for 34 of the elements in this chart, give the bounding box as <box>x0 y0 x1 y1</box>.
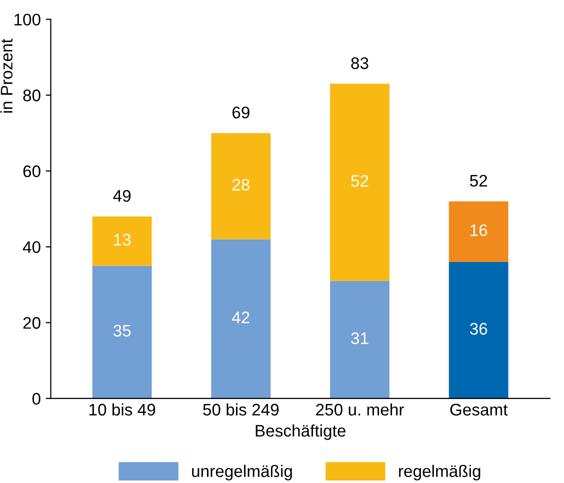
x-axis-title: Beschäftigte <box>256 424 346 440</box>
bar <box>448 201 508 262</box>
data-label: 36 <box>470 322 488 335</box>
data-label: 42 <box>232 312 250 324</box>
y-axis-title: in Prozent <box>0 38 13 113</box>
total-label: 83 <box>351 57 368 70</box>
y-tick-label: 80 <box>23 90 40 102</box>
bar <box>92 216 152 266</box>
x-tick-label: 50 bis 249 <box>203 403 279 416</box>
x-tick-label: Gesamt <box>450 404 508 416</box>
y-tick-label: 40 <box>22 241 40 254</box>
legend-label: unregelmäßig <box>192 464 292 480</box>
bar <box>330 280 390 398</box>
y-tick-label: 60 <box>23 165 40 178</box>
legend-label: regelmäßig <box>399 464 480 480</box>
x-tick-label: 250 u. mehr <box>316 403 404 416</box>
y-tick-label: 100 <box>14 14 40 26</box>
y-tick-label: 20 <box>23 317 40 329</box>
total-label: 52 <box>470 174 488 187</box>
total-label: 49 <box>113 190 131 202</box>
bar <box>330 84 390 281</box>
data-label: 52 <box>351 175 368 187</box>
bar <box>448 262 508 398</box>
data-label: 16 <box>470 224 488 236</box>
bar <box>211 239 271 398</box>
total-label: 69 <box>232 106 250 118</box>
bar <box>92 266 152 398</box>
data-label: 28 <box>232 178 250 191</box>
y-tick-label: 0 <box>32 392 40 405</box>
data-label: 35 <box>113 324 131 337</box>
bar <box>211 133 271 240</box>
data-label: 31 <box>351 332 368 344</box>
data-label: 13 <box>114 234 131 246</box>
x-tick-label: 10 bis 49 <box>90 403 156 416</box>
